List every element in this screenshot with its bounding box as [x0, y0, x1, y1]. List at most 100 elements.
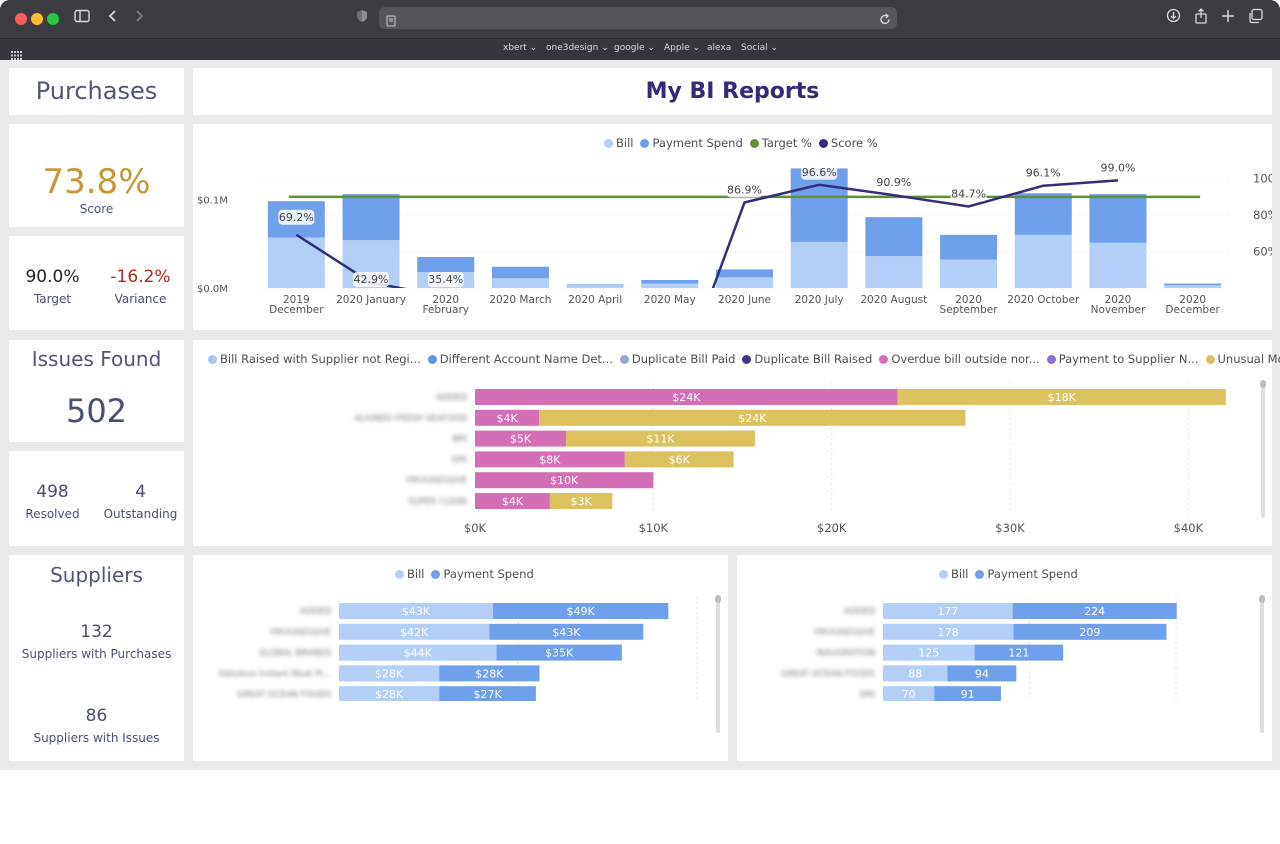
suppliers-card[interactable]: Suppliers 132 Suppliers with Purchases 8… — [9, 555, 184, 761]
legend-item-unusual-monthly-billi[interactable]: Unusual Monthly Billi... — [1205, 352, 1280, 366]
legend-item-target[interactable]: Target % — [749, 136, 812, 150]
legend-swatch — [975, 569, 985, 579]
x-tick-label: 2020 October — [1007, 294, 1080, 306]
bookmark-social[interactable]: Social ⌄ — [741, 43, 779, 53]
target-variance-card[interactable]: 90.0% Target -16.2% Variance — [9, 236, 184, 330]
bar-payment-spend-2020-november — [1089, 194, 1147, 243]
legend-label: Payment Spend — [443, 567, 534, 581]
category-label: SPA — [451, 455, 467, 465]
issues-found-card[interactable]: Issues Found 502 — [9, 340, 184, 442]
close-window-button[interactable] — [15, 13, 27, 25]
legend-item-bill[interactable]: Bill — [604, 136, 633, 150]
bar-data-label: $28K — [375, 688, 404, 701]
bar-data-label: $43K — [552, 626, 581, 639]
x-tick-label: September — [940, 304, 999, 316]
resolved-outstanding-card[interactable]: 498 Resolved 4 Outstanding — [9, 451, 184, 546]
bookmark-alexa[interactable]: alexa — [707, 43, 732, 53]
address-bar[interactable] — [379, 7, 897, 29]
legend-item-score[interactable]: Score % — [818, 136, 878, 150]
tab-overview-icon[interactable] — [1246, 8, 1266, 28]
category-label: ALIGNED FRESH SEAFOOD — [354, 414, 467, 424]
legend-item-bill-raised-with-supplier-not-regi[interactable]: Bill Raised with Supplier not Regi... — [208, 352, 421, 366]
score-data-label: 42.9% — [354, 273, 389, 286]
sidebar-toggle-icon[interactable] — [72, 8, 92, 28]
legend-swatch — [749, 138, 759, 148]
bar-bill-great-ocean-foods — [339, 686, 440, 701]
x-tick-label: 2020 January — [336, 294, 406, 306]
resolved-label: Resolved — [25, 507, 80, 521]
legend-item-bill[interactable]: Bill — [395, 567, 424, 581]
score-card[interactable]: 73.8% Score — [9, 124, 184, 227]
privacy-shield-icon[interactable] — [354, 8, 370, 28]
y-left-tick-label: $0.0M — [197, 284, 228, 295]
download-icon[interactable] — [1164, 8, 1182, 28]
suppliers-with-purchases-label: Suppliers with Purchases — [21, 647, 172, 661]
category-label: GLOBAL BRANDS — [259, 649, 331, 659]
bar-payment-spend-2020-october — [1014, 193, 1072, 235]
bar-data-label: $42K — [400, 626, 429, 639]
issues-chart-legend: Bill Raised with Supplier not Regi... Dif… — [208, 352, 1280, 366]
bookmark-xbert[interactable]: xbert ⌄ — [503, 43, 538, 53]
legend-item-payment-spend[interactable]: Payment Spend — [431, 567, 534, 581]
bookmark-google[interactable]: google ⌄ — [614, 43, 655, 53]
bookmark-one3design[interactable]: one3design ⌄ — [546, 43, 609, 53]
score-data-label: 86.9% — [727, 183, 762, 196]
bar-payment-spend-global-brands — [496, 644, 622, 661]
bar-payment-spend-spa — [934, 686, 1001, 701]
reload-icon[interactable] — [879, 11, 891, 30]
share-icon[interactable] — [1192, 8, 1210, 28]
issues-chart-plot[interactable]: $0K $10K $20K $30K $40K ADDED $24K $18K ALIGNED … — [193, 340, 1272, 546]
x-tick-label: 2020 June — [718, 294, 771, 306]
new-tab-icon[interactable] — [1219, 8, 1237, 28]
bar-data-label: $10K — [550, 474, 579, 487]
legend-item-payment-to-supplier-n[interactable]: Payment to Supplier N... — [1046, 352, 1199, 366]
legend-label: Bill Raised with Supplier not Regi... — [220, 352, 421, 366]
legend-item-duplicate-bill-raised[interactable]: Duplicate Bill Raised — [742, 352, 872, 366]
supplier-count-plot[interactable]: 0200400ADDED177224PROGRESSIVE178209INAUG… — [737, 495, 1272, 701]
x-tick-label: 2020 August — [860, 294, 927, 306]
bar-data-label: $28K — [375, 667, 404, 680]
legend-label: Payment Spend — [987, 567, 1078, 581]
legend-item-duplicate-bill-paid[interactable]: Duplicate Bill Paid — [619, 352, 735, 366]
score-label-bg — [950, 186, 987, 202]
score-label: Score — [79, 202, 114, 216]
score-label-bg — [278, 209, 315, 225]
bookmark-apple[interactable]: Apple ⌄ — [664, 43, 701, 53]
issues-chart-scroll-thumb[interactable] — [1260, 380, 1266, 388]
issues-chart-scrollbar[interactable] — [1261, 380, 1265, 518]
legend-item-payment-spend[interactable]: Payment Spend — [975, 567, 1078, 581]
score-label-bg — [875, 175, 912, 191]
bar-payment-spend-2020-february — [417, 257, 475, 273]
apps-grid-icon[interactable] — [11, 45, 22, 64]
back-icon[interactable] — [104, 8, 122, 28]
bar-data-label: 209 — [1079, 626, 1100, 639]
issues-chart-card[interactable]: Bill Raised with Supplier not Regi... Dif… — [193, 340, 1280, 546]
bar-bill-2020-april — [566, 285, 624, 288]
score-label-bg — [1099, 160, 1136, 176]
supplier-spend-plot[interactable]: $0K$50K$100KADDED$43K$49KPROGRESSIVE$42K… — [193, 495, 728, 701]
monthly-chart-card[interactable]: Bill Payment Spend Target % Score % 60% 8… — [193, 124, 1272, 330]
supplier-count-scroll-thumb[interactable] — [1259, 595, 1265, 603]
minimize-window-button[interactable] — [31, 13, 43, 25]
y-right-tick-label: 80% — [1253, 208, 1272, 222]
legend-item-overdue-bill-outside-nor[interactable]: Overdue bill outside nor... — [879, 352, 1040, 366]
bar-bill-spa — [883, 686, 935, 701]
legend-item-bill[interactable]: Bill — [939, 567, 968, 581]
supplier-count-scrollbar[interactable] — [1260, 595, 1264, 733]
issues-value: 502 — [65, 392, 128, 430]
legend-item-different-account-name-det[interactable]: Different Account Name Det... — [427, 352, 613, 366]
supplier-spend-scrollbar[interactable] — [716, 595, 720, 733]
legend-swatch — [208, 354, 217, 364]
legend-item-payment-spend[interactable]: Payment Spend — [640, 136, 743, 150]
bar-data-label: $6K — [669, 453, 691, 466]
bar-unusual-monthly-billi-spa — [624, 451, 734, 468]
legend-swatch — [431, 569, 441, 579]
category-label: GREAT OCEAN FOODS — [781, 669, 875, 679]
maximize-window-button[interactable] — [47, 13, 59, 25]
forward-icon[interactable] — [130, 8, 148, 28]
supplier-spend-scroll-thumb[interactable] — [715, 595, 721, 603]
suppliers-with-purchases-value: 132 — [80, 622, 113, 642]
